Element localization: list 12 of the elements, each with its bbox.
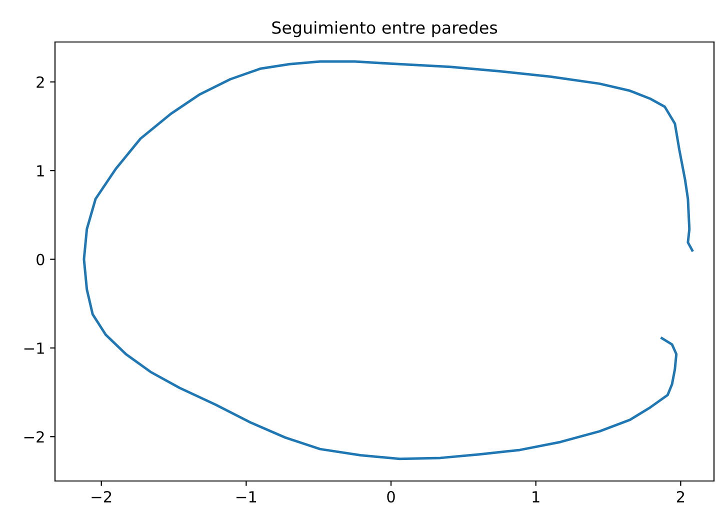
chart-title: Seguimiento entre paredes bbox=[272, 21, 498, 38]
line-series bbox=[82, 60, 694, 460]
y-tick-label: −1 bbox=[24, 342, 44, 354]
x-tick-label: 1 bbox=[532, 491, 540, 502]
x-tick-label: 0 bbox=[387, 490, 395, 503]
x-tick-label: 2 bbox=[676, 490, 684, 502]
y-tick-label: 1 bbox=[37, 165, 44, 176]
y-tick-label: 0 bbox=[36, 254, 44, 266]
y-tick-label: −2 bbox=[24, 431, 44, 442]
y-tick-label: 2 bbox=[36, 76, 44, 88]
x-tick-label: −2 bbox=[92, 490, 112, 502]
x-tick-label: −1 bbox=[236, 491, 256, 502]
